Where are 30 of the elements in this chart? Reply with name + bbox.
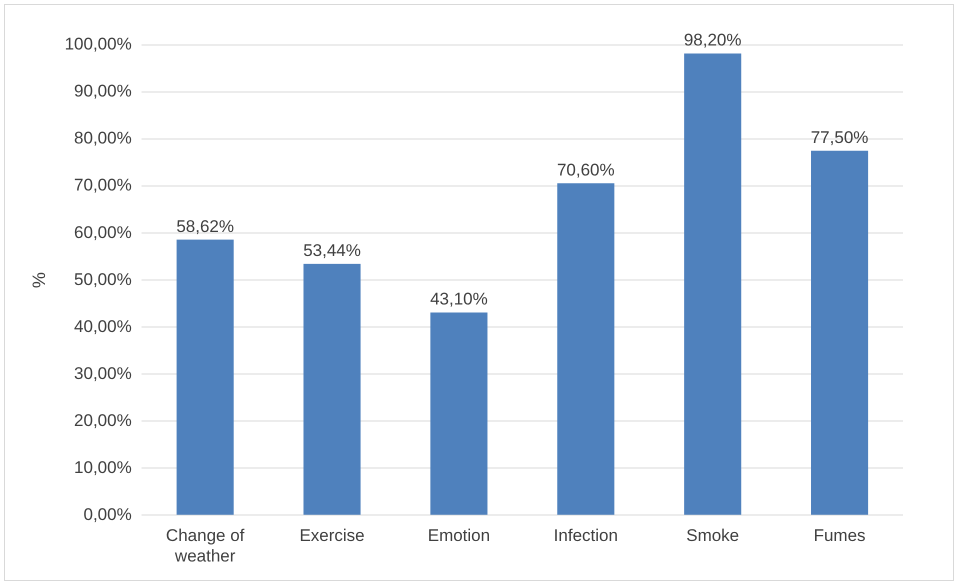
y-tick-label: 50,00% — [74, 270, 132, 289]
bar — [684, 53, 742, 515]
bar — [303, 264, 361, 515]
y-tick-label: 0,00% — [84, 504, 132, 524]
data-label: 58,62% — [176, 216, 234, 236]
data-label: 43,10% — [430, 290, 488, 309]
y-tick-label: 30,00% — [74, 364, 132, 383]
y-tick-label: 90,00% — [74, 82, 132, 101]
y-tick-label: 80,00% — [74, 128, 132, 148]
x-tick-label: Smoke — [686, 526, 740, 546]
x-tick-label: Fumes — [814, 526, 866, 546]
y-tick-label: 60,00% — [74, 222, 132, 242]
x-tick-label: Change of weather — [166, 526, 245, 566]
y-tick-label: 100,00% — [64, 34, 132, 54]
x-tick-label: Emotion — [428, 526, 490, 546]
y-tick-label: 10,00% — [74, 458, 132, 477]
bar — [176, 240, 234, 515]
x-tick-label: Infection — [554, 526, 618, 546]
data-label: 53,44% — [303, 241, 361, 260]
y-axis-title: % — [28, 272, 49, 288]
data-label: 70,60% — [556, 160, 615, 180]
bar — [430, 312, 488, 515]
bar — [557, 183, 614, 515]
y-tick-label: 40,00% — [74, 316, 132, 336]
data-label: 98,20% — [684, 30, 742, 50]
x-tick-label: Exercise — [299, 526, 365, 546]
bar — [811, 150, 868, 515]
y-tick-label: 70,00% — [74, 176, 132, 195]
y-tick-label: 20,00% — [74, 410, 132, 430]
data-label: 77,50% — [810, 128, 868, 147]
